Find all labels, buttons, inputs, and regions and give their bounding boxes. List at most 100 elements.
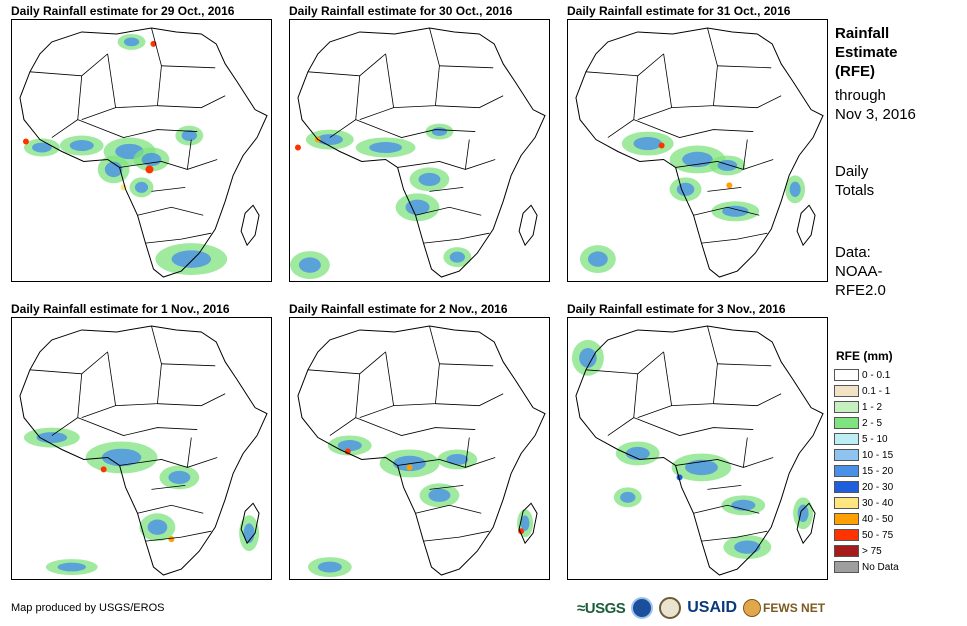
rain-core	[676, 182, 695, 196]
rain-core	[431, 127, 448, 136]
legend-item: 50 - 75	[834, 527, 899, 543]
legend-swatch	[834, 561, 859, 573]
coastline	[19, 27, 268, 278]
africa-map-svg	[575, 27, 824, 278]
heavy-rain-spot	[100, 466, 107, 473]
legend-swatch	[834, 449, 859, 461]
rain-core	[734, 540, 761, 554]
legend-swatch	[834, 545, 859, 557]
fews-net-label: FEWS NET	[763, 601, 826, 615]
rain-core	[418, 172, 441, 186]
rain-core	[36, 432, 68, 444]
country-border	[115, 325, 162, 407]
rain-core	[181, 130, 197, 142]
data-line: RFE2.0	[835, 282, 886, 299]
country-border	[675, 457, 774, 468]
legend-label: > 75	[862, 545, 882, 557]
country-border	[671, 27, 718, 109]
africa-landmass	[297, 325, 546, 576]
country-border	[119, 457, 218, 468]
legend-label: 20 - 30	[862, 481, 894, 493]
country-border	[717, 65, 772, 69]
map-panel-30-oct: Daily Rainfall estimate for 30 Oct., 201…	[289, 4, 550, 282]
country-border	[119, 159, 218, 170]
heavy-rain-spot	[22, 138, 29, 145]
country-border	[439, 65, 494, 69]
heavy-rain-spot	[168, 536, 175, 543]
rain-core	[369, 142, 403, 153]
country-border	[393, 27, 440, 109]
country-border	[742, 139, 748, 170]
country-border	[429, 484, 464, 490]
country-border	[675, 159, 774, 170]
rain-core	[123, 37, 140, 47]
sidebar-title-line: Rainfall	[835, 25, 890, 42]
rain-core	[722, 205, 749, 217]
rain-core	[446, 453, 469, 465]
rain-core	[449, 251, 466, 263]
country-border	[633, 417, 754, 436]
data-line: NOAA-	[835, 263, 883, 280]
rain-core	[625, 446, 650, 461]
coastline	[575, 325, 824, 576]
fews-net-logo: FEWS NET	[743, 599, 825, 617]
rainfall-map	[567, 19, 828, 282]
heavy-rain-spot	[726, 182, 733, 189]
country-border	[701, 530, 768, 542]
data-source: Data: NOAA- RFE2.0	[835, 243, 960, 300]
sidebar-title-line: (RFE)	[835, 63, 875, 80]
rain-core	[243, 523, 255, 544]
through-line: through	[835, 87, 886, 104]
country-border	[77, 417, 198, 436]
country-border	[157, 393, 226, 407]
country-border	[435, 95, 504, 109]
legend-item: 0 - 0.1	[834, 367, 899, 383]
rain-core	[682, 151, 713, 168]
country-border	[701, 232, 768, 244]
daily-line: Totals	[835, 182, 875, 199]
country-border	[329, 373, 361, 436]
africa-map-svg	[19, 27, 268, 278]
rain-core	[789, 181, 801, 198]
rainfall-map	[11, 19, 272, 282]
rain-core	[337, 440, 362, 451]
through-date: through Nov 3, 2016	[835, 86, 960, 124]
legend: 0 - 0.1 0.1 - 1 1 - 2 2 - 5 5 - 10 10 - 15 15 …	[834, 367, 899, 575]
country-border	[435, 393, 504, 407]
data-line: Data:	[835, 244, 871, 261]
country-border	[393, 325, 440, 407]
africa-map-svg	[290, 27, 546, 280]
globe-icon	[743, 599, 762, 617]
legend-item: 15 - 20	[834, 463, 899, 479]
rain-core	[520, 515, 530, 531]
madagascar-outline	[796, 502, 816, 545]
legend-label: 30 - 40	[862, 497, 894, 509]
country-border	[717, 363, 772, 367]
country-border	[671, 325, 718, 407]
legend-label: 1 - 2	[862, 401, 883, 413]
rain-core	[141, 152, 162, 167]
madagascar-outline	[240, 204, 260, 247]
map-credit: Map produced by USGS/EROS	[11, 602, 165, 614]
legend-swatch	[834, 513, 859, 525]
panel-title: Daily Rainfall estimate for 31 Oct., 201…	[567, 4, 791, 18]
country-border	[693, 504, 760, 514]
legend-label: 2 - 5	[862, 417, 883, 429]
legend-label: 50 - 75	[862, 529, 894, 541]
country-border	[157, 95, 226, 109]
rain-core	[134, 181, 149, 193]
rain-core	[171, 250, 212, 268]
panel-title: Daily Rainfall estimate for 3 Nov., 2016	[567, 302, 786, 316]
partner-logos: ≈USGS USAID FEWS NET	[577, 595, 825, 621]
usaid-logo: USAID	[687, 599, 738, 616]
rainfall-map	[289, 19, 550, 282]
country-border	[145, 232, 212, 244]
map-panel-3-nov: Daily Rainfall estimate for 3 Nov., 2016	[567, 302, 828, 580]
legend-swatch	[834, 481, 859, 493]
legend-item: 5 - 10	[834, 431, 899, 447]
country-border	[397, 457, 496, 468]
legend-swatch	[834, 497, 859, 509]
heavy-rain-spot	[658, 142, 665, 149]
country-border	[637, 53, 673, 120]
country-border	[186, 437, 192, 468]
